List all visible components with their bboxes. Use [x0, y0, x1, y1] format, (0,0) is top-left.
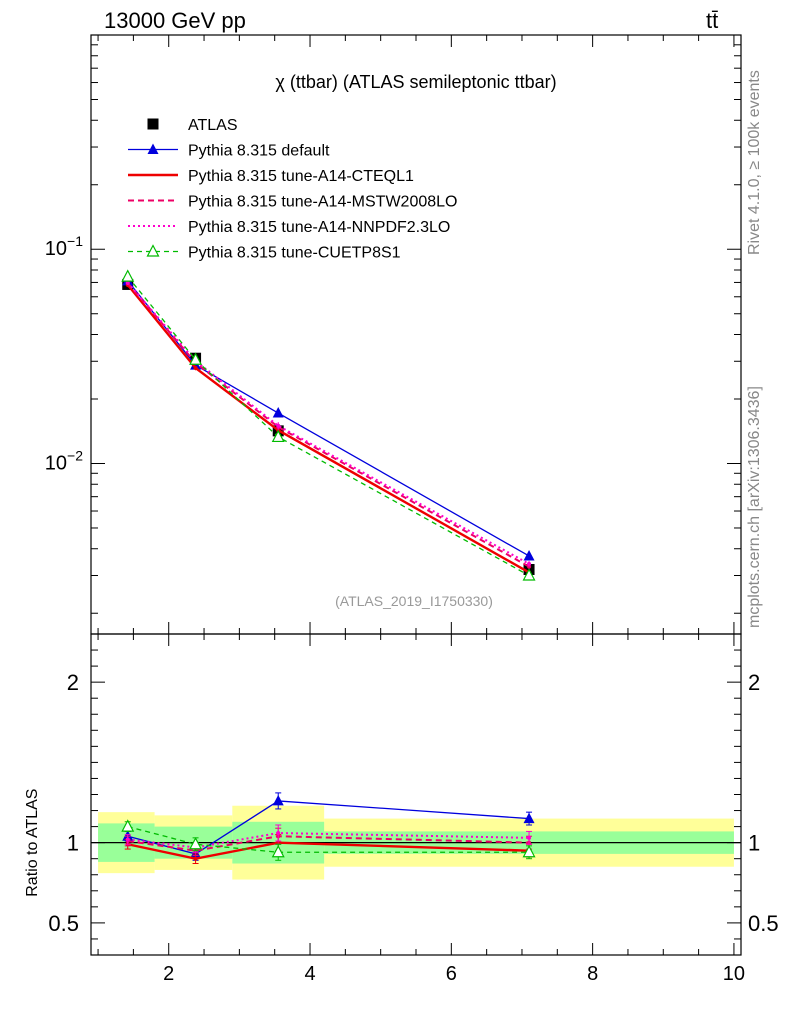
ratio-y-tick-label-right: 0.5 [748, 911, 779, 936]
series-point-3 [527, 561, 532, 566]
y-tick-label: 10−1 [45, 233, 83, 260]
ratio-point-3 [276, 831, 281, 836]
y-tick-label: 10−2 [45, 447, 83, 474]
series-point-0 [523, 549, 535, 561]
legend-label-atlas: ATLAS [188, 117, 238, 134]
series-point-0 [272, 407, 284, 418]
ratio-y-tick-label-right: 1 [748, 831, 760, 856]
series-line-4 [127, 276, 530, 577]
series-point-3 [276, 423, 281, 428]
site-label: mcplots.cern.ch [arXiv:1306.3436] [746, 386, 763, 628]
legend-marker-atlas [147, 118, 159, 130]
ratio-line-4 [127, 825, 530, 853]
series-point-4 [121, 269, 135, 282]
legend-marker-0 [147, 143, 159, 154]
x-tick-label: 4 [304, 963, 315, 985]
legend-label-4: Pythia 8.315 tune-CUETP8S1 [188, 245, 401, 262]
ratio-point-4 [522, 844, 536, 858]
ratio-point-0 [272, 794, 284, 806]
x-tick-label: 10 [723, 963, 745, 985]
chart-title: χ (ttbar) (ATLAS semileptonic ttbar) [275, 72, 556, 92]
ratio-point-4 [189, 836, 203, 850]
series-line-3 [126, 282, 530, 565]
series-line-1 [126, 284, 530, 574]
ratio-panel-frame [90, 633, 742, 956]
ratio-point-0 [523, 812, 535, 824]
analysis-id: (ATLAS_2019_I1750330) [335, 593, 493, 609]
ratio-y-axis-label: Ratio to ATLAS [24, 789, 41, 897]
series-point-4 [271, 429, 285, 443]
series-point-1 [193, 366, 198, 371]
legend-label-3: Pythia 8.315 tune-A14-NNPDF2.3LO [188, 219, 450, 236]
ratio-point-3 [125, 837, 130, 842]
legend-label-0: Pythia 8.315 default [188, 143, 330, 160]
ratio-point-4 [121, 819, 135, 832]
x-tick-label: 2 [163, 963, 174, 985]
x-tick-label: 6 [446, 963, 457, 985]
ratio-point-1 [193, 856, 198, 861]
ratio-line-3 [127, 832, 530, 849]
process-label: tt̄ [706, 8, 719, 33]
ratio-y-tick-label: 0.5 [48, 911, 79, 936]
rivet-label: Rivet 4.1.0, ≥ 100k events [746, 70, 763, 255]
ratio-y-tick-label: 1 [67, 831, 79, 856]
legend-marker-4 [146, 244, 160, 257]
x-tick-label: 8 [587, 963, 598, 985]
series-point-4 [522, 568, 536, 581]
ratio-y-tick-label: 2 [67, 670, 79, 695]
series-line-0 [127, 280, 530, 557]
legend-label-1: Pythia 8.315 tune-A14-CTEQL1 [188, 168, 414, 185]
ratio-y-tick-label-right: 2 [748, 670, 760, 695]
series-point-4 [189, 352, 203, 365]
ratio-line-2 [127, 835, 530, 852]
series-line-2 [126, 282, 530, 568]
ratio-line-1 [127, 841, 530, 860]
ratio-point-3 [527, 835, 532, 840]
legend-label-2: Pythia 8.315 tune-A14-MSTW2008LO [188, 194, 457, 211]
energy-label: 13000 GeV pp [104, 8, 246, 33]
ratio-point-4 [271, 844, 285, 858]
